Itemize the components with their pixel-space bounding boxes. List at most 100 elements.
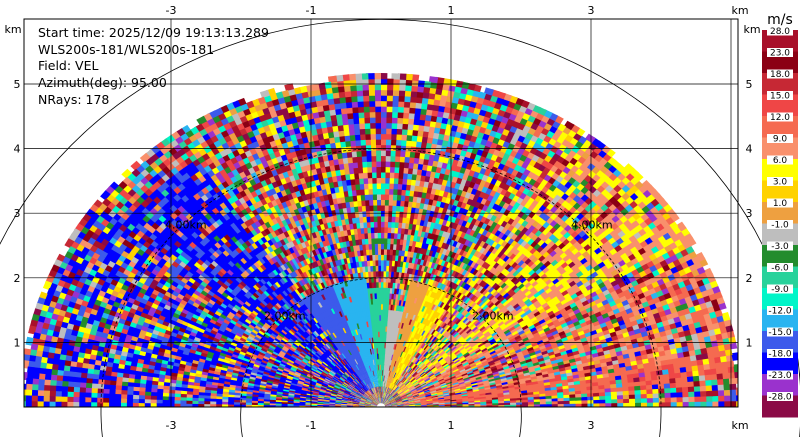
velocity-cell xyxy=(481,319,489,327)
velocity-cell xyxy=(531,358,540,364)
velocity-cell xyxy=(397,389,403,394)
velocity-cell xyxy=(389,398,396,403)
velocity-cell xyxy=(478,316,486,323)
velocity-cell xyxy=(480,358,488,364)
velocity-cell xyxy=(440,384,448,388)
velocity-cell xyxy=(527,348,536,354)
velocity-cell xyxy=(441,386,449,390)
velocity-cell xyxy=(486,325,494,332)
velocity-cell xyxy=(450,336,457,343)
velocity-cell xyxy=(419,362,426,369)
velocity-cell xyxy=(387,395,393,401)
velocity-cell xyxy=(472,318,480,325)
velocity-cell xyxy=(395,398,403,402)
velocity-cell xyxy=(462,376,470,381)
velocity-cell xyxy=(477,323,485,330)
velocity-cell xyxy=(441,361,448,367)
velocity-cell xyxy=(425,369,432,374)
velocity-cell xyxy=(471,310,479,317)
velocity-cell xyxy=(463,318,471,325)
velocity-cell xyxy=(442,388,449,392)
velocity-cell xyxy=(456,353,464,359)
velocity-cell xyxy=(419,380,426,385)
velocity-cell xyxy=(421,383,428,388)
velocity-cell xyxy=(398,391,405,396)
velocity-cell xyxy=(554,323,563,331)
velocity-cell xyxy=(463,377,471,382)
velocity-cell xyxy=(545,331,554,338)
velocity-cell xyxy=(400,383,406,389)
velocity-cell xyxy=(456,375,464,380)
velocity-cell xyxy=(507,361,515,366)
velocity-cell xyxy=(465,319,472,326)
velocity-cell xyxy=(480,346,488,353)
velocity-cell xyxy=(493,374,501,379)
velocity-cell xyxy=(498,312,506,320)
velocity-cell xyxy=(443,364,451,370)
velocity-cell xyxy=(457,365,465,370)
velocity-cell xyxy=(425,394,433,398)
velocity-cell xyxy=(404,390,411,394)
velocity-cell xyxy=(408,384,415,389)
velocity-cell xyxy=(449,375,457,380)
velocity-cell xyxy=(479,345,487,351)
velocity-cell xyxy=(384,402,391,406)
velocity-cell xyxy=(402,402,410,404)
velocity-cell xyxy=(471,382,479,386)
velocity-cell xyxy=(396,402,404,405)
velocity-cell xyxy=(513,361,522,367)
velocity-cell xyxy=(448,373,456,378)
velocity-cell xyxy=(388,396,394,401)
velocity-cell xyxy=(437,377,445,382)
velocity-cell xyxy=(392,392,398,398)
velocity-cell xyxy=(480,326,488,333)
velocity-cell xyxy=(462,375,470,380)
velocity-cell xyxy=(432,360,440,366)
velocity-cell xyxy=(733,364,738,373)
velocity-cell xyxy=(384,403,392,406)
velocity-cell xyxy=(455,326,463,333)
velocity-cell xyxy=(485,368,493,374)
velocity-cell xyxy=(479,356,487,362)
velocity-cell xyxy=(439,369,447,374)
velocity-cell xyxy=(468,349,476,355)
velocity-cell xyxy=(390,401,397,404)
velocity-cell xyxy=(499,375,507,380)
velocity-cell xyxy=(427,382,434,387)
velocity-cell xyxy=(448,361,456,367)
velocity-cell xyxy=(407,384,414,389)
velocity-cell xyxy=(388,396,394,401)
velocity-cell xyxy=(458,355,466,361)
velocity-cell xyxy=(442,353,450,360)
velocity-cell xyxy=(416,387,423,391)
velocity-cell xyxy=(535,336,543,343)
velocity-cell xyxy=(519,311,528,318)
velocity-cell xyxy=(495,327,503,334)
velocity-cell xyxy=(483,384,491,389)
velocity-cell xyxy=(512,356,520,362)
velocity-cell xyxy=(531,318,540,325)
velocity-cell xyxy=(447,350,454,356)
velocity-cell xyxy=(520,361,528,367)
velocity-cell xyxy=(478,367,486,372)
velocity-cell xyxy=(473,357,481,363)
velocity-cell xyxy=(440,371,448,376)
velocity-cell xyxy=(403,405,410,406)
velocity-cell xyxy=(435,372,442,378)
velocity-cell xyxy=(396,400,403,403)
velocity-cell xyxy=(512,343,520,350)
velocity-cell xyxy=(465,327,473,334)
velocity-cell xyxy=(487,345,495,352)
velocity-cell xyxy=(551,329,559,336)
velocity-cell xyxy=(493,334,501,341)
velocity-cell xyxy=(487,374,495,379)
velocity-cell xyxy=(402,386,409,391)
velocity-cell xyxy=(513,322,521,329)
velocity-cell xyxy=(448,389,456,393)
velocity-cell xyxy=(481,348,489,354)
velocity-cell xyxy=(518,357,527,363)
velocity-cell xyxy=(412,380,419,386)
velocity-cell xyxy=(516,326,524,333)
velocity-cell xyxy=(498,354,506,360)
velocity-cell xyxy=(445,357,452,363)
